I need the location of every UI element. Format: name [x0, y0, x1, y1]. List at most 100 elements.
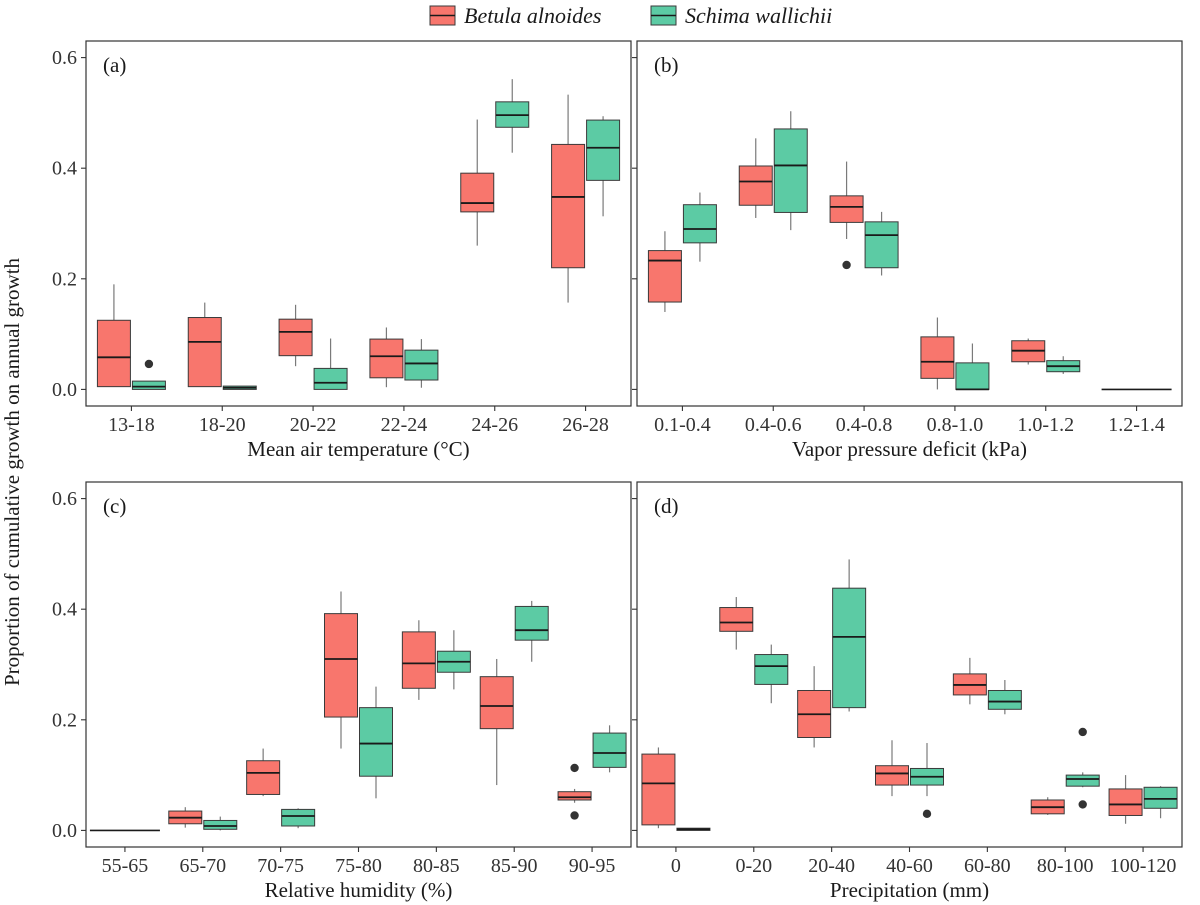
betula-box	[246, 748, 281, 797]
schima-box	[754, 644, 789, 704]
betula-box	[719, 597, 754, 650]
schima-box	[222, 385, 257, 390]
legend-label-betula: Betula alnoides	[464, 3, 601, 28]
schima-box	[436, 630, 471, 690]
betula-box-iqr	[920, 336, 955, 379]
betula-box	[875, 740, 909, 797]
x-tick-label: 18-20	[199, 414, 246, 436]
x-tick-label: 90-95	[569, 855, 616, 877]
panel-frame	[85, 481, 632, 848]
schima-box	[955, 343, 990, 391]
betula-box	[187, 302, 222, 388]
schima-box-outlier-0	[144, 359, 154, 369]
x-tick-label: 100-120	[1110, 855, 1177, 877]
schima-box	[514, 600, 549, 662]
x-tick-label: 60-80	[964, 855, 1011, 877]
betula-box-iqr	[187, 317, 222, 388]
x-tick-label: 0.4-0.8	[836, 414, 893, 436]
betula-box-iqr	[369, 338, 404, 379]
betula-box	[1108, 775, 1143, 824]
betula-box	[557, 763, 592, 820]
x-axis-label: Mean air temperature (°C)	[247, 437, 469, 461]
y-tick-label: 0.6	[52, 47, 77, 69]
betula-box-iqr	[557, 791, 592, 801]
betula-box	[369, 327, 404, 388]
betula-box-iqr	[875, 765, 909, 786]
betula-box-outlier-0	[842, 260, 851, 270]
schima-box	[682, 192, 717, 262]
x-tick-label: 65-70	[179, 855, 226, 877]
betula-box-iqr	[719, 607, 754, 632]
betula-box	[920, 317, 955, 390]
x-tick-label: 0	[671, 855, 681, 877]
x-tick-label: 13-18	[108, 414, 155, 436]
schima-box-iqr	[1143, 786, 1178, 809]
y-tick-label: 0.2	[52, 268, 77, 290]
betula-box	[551, 94, 586, 303]
schima-box-iqr	[864, 221, 899, 269]
betula-box	[168, 807, 203, 828]
panel-d: 0 0-20 20-40 40-60 60-80 80-100 100-120 Precipi…	[632, 481, 1183, 902]
y-tick-label: 0.2	[52, 709, 77, 731]
schima-box-iqr	[1065, 774, 1100, 787]
schima-box-iqr	[592, 732, 627, 768]
betula-box-iqr	[829, 195, 864, 223]
schima-box-iqr	[832, 587, 867, 709]
schima-box-iqr	[281, 808, 316, 827]
betula-box	[278, 304, 313, 367]
schima-box-iqr	[682, 204, 717, 244]
panel-frame	[636, 40, 1183, 407]
schima-box-outlier-0	[922, 809, 932, 819]
y-tick-label: 0.4	[52, 599, 77, 621]
betula-box-outlier-1	[570, 811, 579, 820]
schima-box-iqr	[773, 128, 808, 213]
betula-box	[829, 161, 864, 270]
panel-label: (a)	[103, 53, 126, 77]
y-tick-label: 0.4	[52, 158, 77, 180]
betula-box	[324, 591, 358, 749]
x-tick-label: 80-85	[413, 855, 460, 877]
x-tick-label: 55-65	[102, 855, 149, 877]
x-tick-label: 1.2-1.4	[1108, 414, 1165, 436]
schima-box-iqr	[359, 707, 393, 777]
x-tick-label: 0-20	[735, 855, 772, 877]
x-tick-label: 0.4-0.6	[745, 414, 802, 436]
legend-label-schima: Schima wallichii	[685, 3, 832, 28]
betula-box-iqr	[460, 172, 495, 213]
x-tick-label: 80-100	[1037, 855, 1094, 877]
schima-box-iqr	[754, 654, 789, 685]
panel-frame	[85, 40, 632, 407]
x-tick-label: 0.8-1.0	[927, 414, 984, 436]
x-tick-label: 70-75	[257, 855, 304, 877]
schima-box	[586, 116, 621, 217]
betula-box-iqr	[647, 250, 682, 303]
schima-box-iqr	[131, 380, 166, 390]
schima-box-iqr	[586, 119, 621, 181]
x-tick-label: 22-24	[381, 414, 428, 436]
x-tick-label: 20-40	[808, 855, 855, 877]
x-tick-label: 1.0-1.2	[1017, 414, 1074, 436]
panel-label: (d)	[654, 494, 679, 518]
schima-box-iqr	[514, 605, 549, 641]
x-tick-label: 24-26	[471, 414, 518, 436]
betula-box-iqr	[551, 143, 586, 269]
betula-box	[1030, 797, 1065, 815]
y-tick-label: 0.0	[52, 379, 77, 401]
schima-box	[495, 79, 530, 153]
betula-box-iqr	[1108, 788, 1143, 816]
y-axis-label: Proportion of cumulative growth on annua…	[0, 257, 24, 686]
schima-box	[281, 808, 316, 829]
betula-box-outlier-0	[570, 763, 579, 773]
betula-box	[460, 119, 495, 246]
x-tick-label: 40-60	[886, 855, 933, 877]
schima-box-iqr	[203, 819, 238, 830]
betula-box-iqr	[641, 753, 676, 826]
x-tick-label: 75-80	[335, 855, 382, 877]
panel-frame	[636, 481, 1183, 848]
schima-box	[359, 686, 393, 799]
schima-box-iqr	[955, 362, 990, 390]
betula-box	[96, 284, 131, 388]
schima-box-outlier-0	[1078, 727, 1087, 737]
panel-a: 0.0 0.2 0.4 0.6 13-18 18-20 20-22 22-24 24-26 26-…	[52, 40, 632, 461]
x-tick-label: 0.1-0.4	[654, 414, 711, 436]
